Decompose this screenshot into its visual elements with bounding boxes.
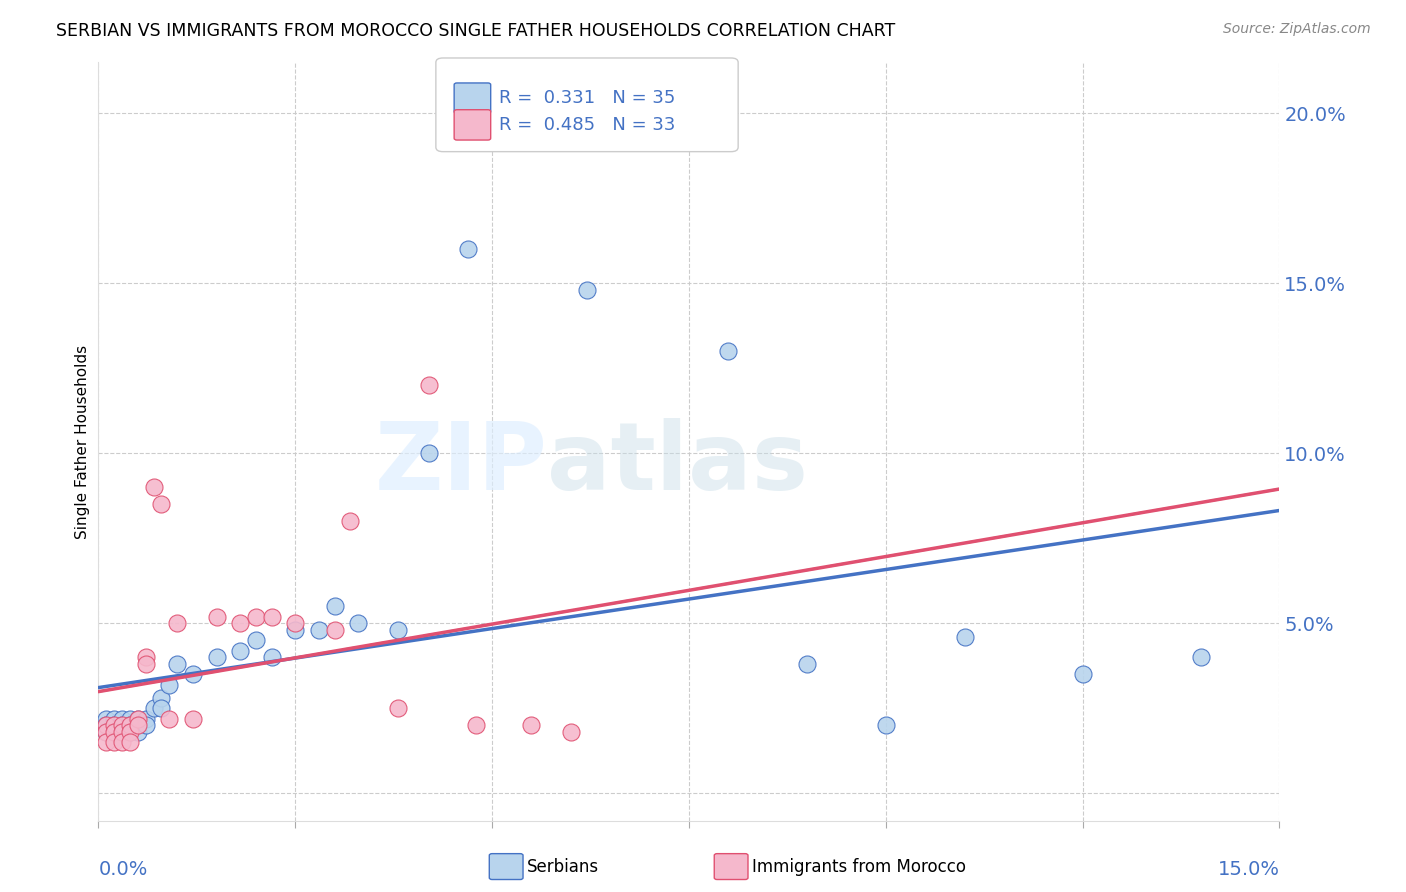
Point — [260, 650, 283, 665]
Text: R =  0.331   N = 35: R = 0.331 N = 35 — [499, 89, 675, 107]
Point — [135, 657, 157, 672]
Point — [150, 701, 173, 715]
Point — [181, 712, 204, 726]
Point — [166, 657, 188, 672]
Point — [96, 712, 118, 726]
Point — [953, 630, 976, 644]
Point — [796, 657, 818, 672]
Point — [245, 609, 267, 624]
Point — [387, 701, 409, 715]
Point — [181, 667, 204, 681]
Point — [575, 283, 598, 297]
Point — [418, 446, 440, 460]
Point — [135, 718, 157, 732]
Point — [118, 725, 141, 739]
Point — [118, 718, 141, 732]
Point — [103, 712, 125, 726]
Point — [103, 735, 125, 749]
Point — [127, 712, 149, 726]
Text: ZIP: ZIP — [374, 418, 547, 510]
Point — [157, 712, 180, 726]
Point — [142, 701, 165, 715]
Point — [118, 712, 141, 726]
Text: 15.0%: 15.0% — [1218, 860, 1279, 879]
Point — [323, 624, 346, 638]
Point — [135, 650, 157, 665]
Point — [103, 718, 125, 732]
Point — [229, 643, 252, 657]
Point — [205, 650, 228, 665]
Point — [118, 718, 141, 732]
Point — [111, 712, 134, 726]
Point — [520, 718, 543, 732]
Point — [229, 616, 252, 631]
Point — [150, 691, 173, 706]
Text: Immigrants from Morocco: Immigrants from Morocco — [752, 858, 966, 876]
Point — [157, 678, 180, 692]
Text: SERBIAN VS IMMIGRANTS FROM MOROCCO SINGLE FATHER HOUSEHOLDS CORRELATION CHART: SERBIAN VS IMMIGRANTS FROM MOROCCO SINGL… — [56, 22, 896, 40]
Text: Serbians: Serbians — [527, 858, 599, 876]
Point — [284, 624, 307, 638]
Point — [347, 616, 370, 631]
Point — [111, 718, 134, 732]
Point — [118, 735, 141, 749]
Text: Source: ZipAtlas.com: Source: ZipAtlas.com — [1223, 22, 1371, 37]
Point — [308, 624, 330, 638]
Point — [418, 378, 440, 392]
Point — [118, 725, 141, 739]
Point — [111, 735, 134, 749]
Point — [284, 616, 307, 631]
Point — [875, 718, 897, 732]
Point — [96, 735, 118, 749]
Point — [111, 718, 134, 732]
Point — [103, 725, 125, 739]
Point — [127, 718, 149, 732]
Point — [103, 725, 125, 739]
Point — [96, 725, 118, 739]
Point — [323, 599, 346, 614]
Point — [135, 712, 157, 726]
Y-axis label: Single Father Households: Single Father Households — [75, 344, 90, 539]
Point — [111, 725, 134, 739]
Point — [339, 515, 361, 529]
Point — [245, 633, 267, 648]
Point — [205, 609, 228, 624]
Point — [1071, 667, 1094, 681]
Point — [150, 498, 173, 512]
Text: 0.0%: 0.0% — [98, 860, 148, 879]
Point — [166, 616, 188, 631]
Point — [560, 725, 582, 739]
Point — [96, 718, 118, 732]
Point — [465, 718, 488, 732]
Point — [96, 725, 118, 739]
Point — [387, 624, 409, 638]
Point — [457, 243, 479, 257]
Point — [717, 344, 740, 359]
Point — [260, 609, 283, 624]
Point — [127, 712, 149, 726]
Point — [127, 725, 149, 739]
Point — [111, 725, 134, 739]
Point — [103, 718, 125, 732]
Point — [1189, 650, 1212, 665]
Point — [96, 718, 118, 732]
Text: atlas: atlas — [547, 418, 808, 510]
Text: R =  0.485   N = 33: R = 0.485 N = 33 — [499, 116, 675, 134]
Point — [142, 480, 165, 494]
